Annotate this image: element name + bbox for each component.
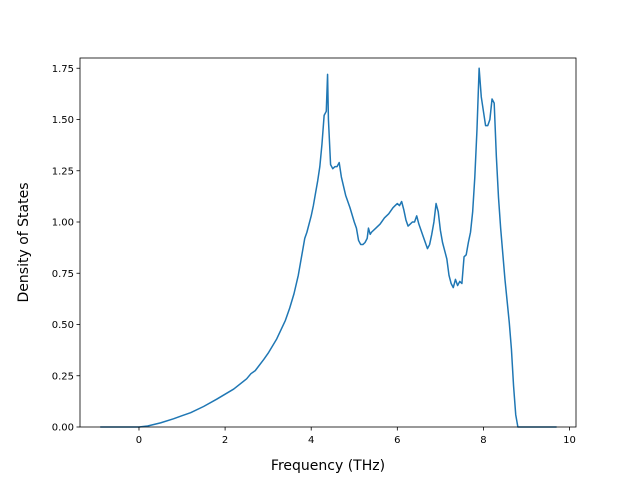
y-tick-label: 1.75 (52, 64, 74, 75)
y-tick-label: 1.50 (52, 115, 74, 126)
x-tick-label: 8 (480, 435, 486, 446)
axis-ticks: 0 2 4 6 8 10 0.00 0.25 0.50 0.75 1.00 1.25 1.50 1.75 (52, 64, 576, 446)
x-tick-label: 4 (308, 435, 314, 446)
plot-area (100, 67, 557, 428)
y-tick-label: 0.25 (52, 371, 74, 382)
y-tick-label: 0.50 (52, 320, 74, 331)
x-tick-label: 0 (136, 435, 142, 446)
y-tick-label: 1.00 (52, 218, 74, 229)
y-tick-label: 0.00 (52, 423, 74, 434)
y-tick-label: 1.25 (52, 166, 74, 177)
x-tick-label: 6 (394, 435, 400, 446)
y-axis-label: Density of States (16, 183, 32, 303)
axes-frame (79, 57, 577, 428)
x-tick-label: 2 (222, 435, 228, 446)
x-tick-label: 10 (563, 435, 576, 446)
x-axis-label: Frequency (THz) (271, 458, 385, 474)
y-tick-label: 0.75 (52, 269, 74, 280)
dos-series-line (100, 67, 557, 428)
